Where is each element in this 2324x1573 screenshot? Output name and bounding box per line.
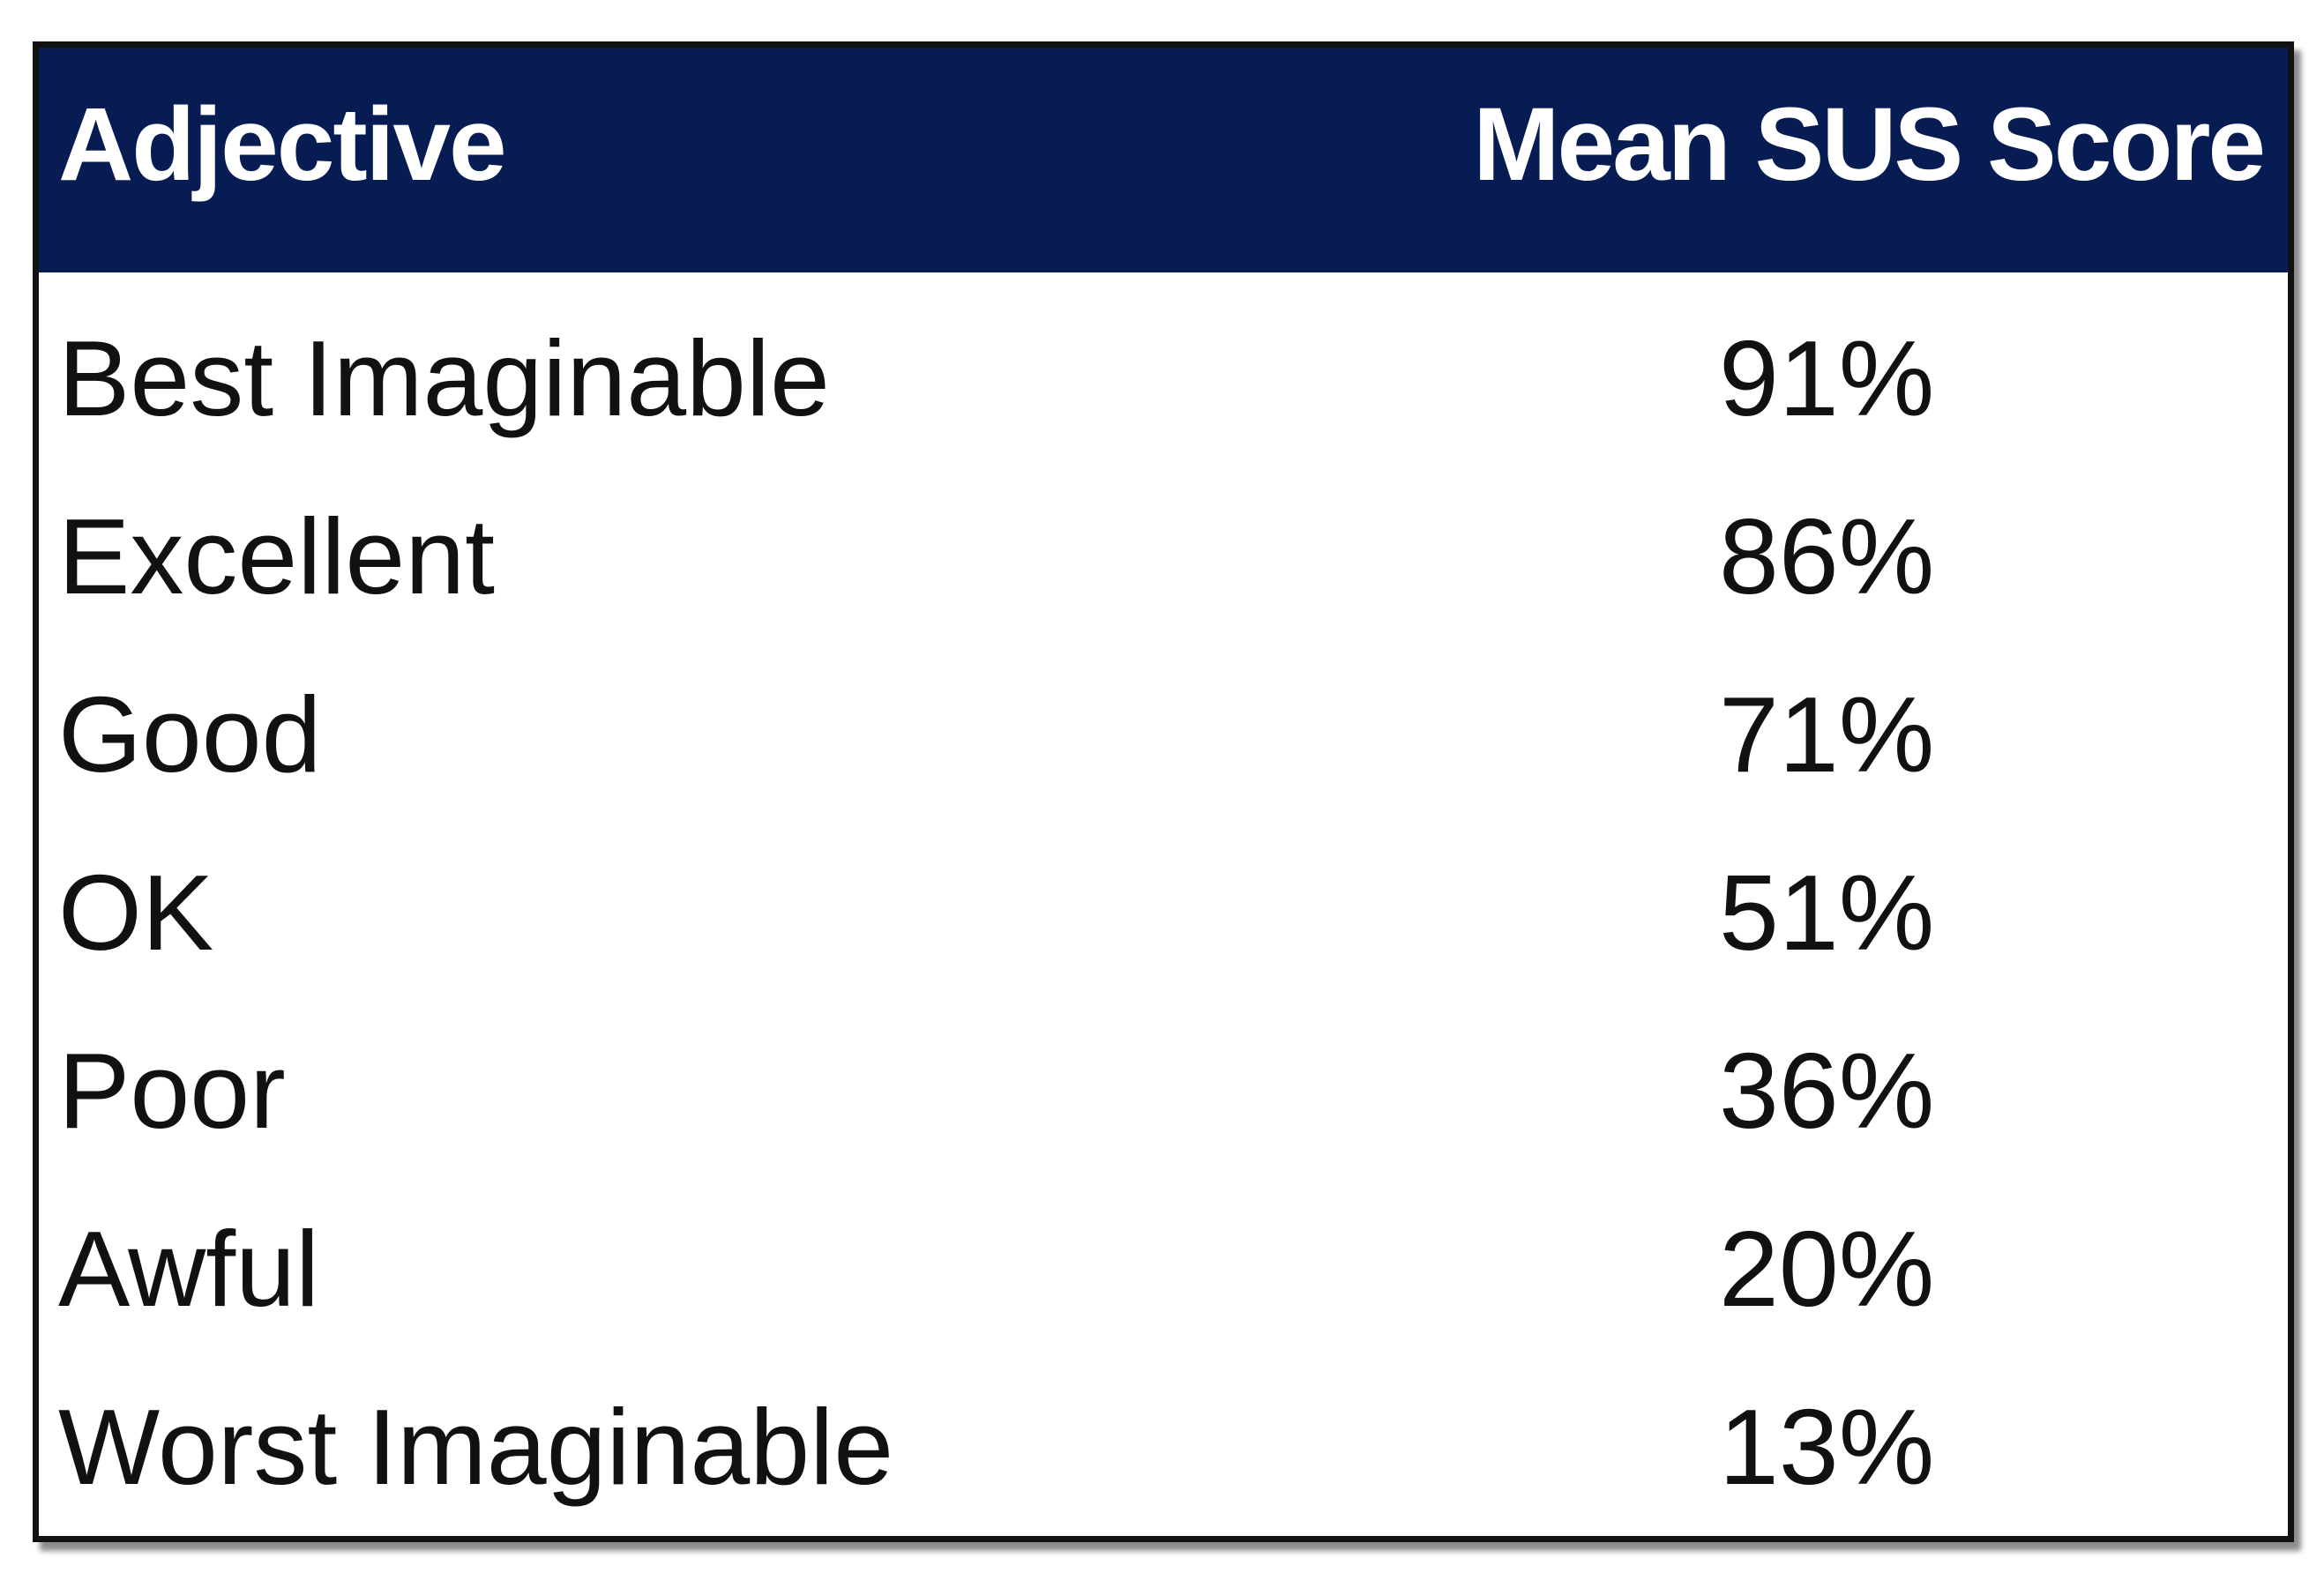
header-cell: Adjective [58, 86, 507, 203]
table-row: Best Imaginable 91% [39, 290, 2288, 466]
table: Adjective Mean SUS Score Best Imaginable… [33, 41, 2294, 1542]
header-cell: Mean SUS Score [1473, 86, 2266, 203]
score-cell: 91% [1719, 318, 1935, 438]
score-cell: 86% [1719, 496, 1935, 616]
table-row: Poor 36% [39, 1003, 2288, 1179]
adjective-cell: Worst Imaginable [58, 1387, 894, 1507]
score-cell: 13% [1719, 1387, 1935, 1507]
table-row: Excellent 86% [39, 468, 2288, 645]
adjective-cell: Good [58, 675, 322, 794]
table-row: OK 51% [39, 824, 2288, 1001]
table-row: Good 71% [39, 646, 2288, 823]
score-cell: 36% [1719, 1031, 1935, 1151]
score-cell: 51% [1719, 853, 1935, 973]
table-row: Worst Imaginable 13% [39, 1359, 2288, 1535]
adjective-cell: Best Imaginable [58, 318, 830, 438]
table-header: Adjective Mean SUS Score [39, 48, 2288, 272]
adjective-cell: OK [58, 853, 214, 973]
table-row: Awful 20% [39, 1181, 2288, 1357]
adjective-cell: Excellent [58, 496, 496, 616]
score-cell: 71% [1719, 675, 1935, 794]
score-cell: 20% [1719, 1209, 1935, 1329]
adjective-cell: Poor [58, 1031, 286, 1151]
adjective-cell: Awful [58, 1209, 320, 1329]
